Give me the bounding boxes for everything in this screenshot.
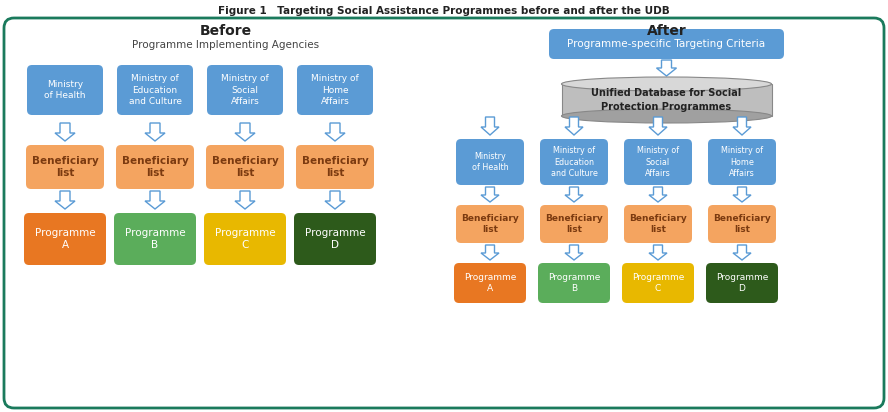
Polygon shape (733, 245, 751, 260)
Text: Programme Implementing Agencies: Programme Implementing Agencies (132, 40, 320, 50)
Polygon shape (235, 191, 255, 209)
FancyBboxPatch shape (117, 65, 193, 115)
Polygon shape (649, 187, 667, 202)
Text: Beneficiary
list: Beneficiary list (713, 214, 771, 234)
Text: Ministry of
Education
and Culture: Ministry of Education and Culture (129, 75, 181, 105)
Polygon shape (481, 117, 499, 135)
Text: Ministry of
Social
Affairs: Ministry of Social Affairs (221, 75, 269, 105)
Polygon shape (235, 123, 255, 141)
FancyBboxPatch shape (27, 65, 103, 115)
Text: Programme
C: Programme C (215, 228, 275, 250)
Text: Unified Database for Social
Protection Programmes: Unified Database for Social Protection P… (591, 89, 741, 112)
FancyBboxPatch shape (624, 139, 692, 185)
Text: Beneficiary
list: Beneficiary list (629, 214, 687, 234)
Text: Ministry
of Health: Ministry of Health (44, 80, 86, 100)
Text: Ministry of
Social
Affairs: Ministry of Social Affairs (637, 146, 679, 178)
FancyBboxPatch shape (456, 139, 524, 185)
Polygon shape (145, 191, 165, 209)
FancyBboxPatch shape (540, 139, 608, 185)
Text: Programme
A: Programme A (464, 273, 516, 293)
Text: Ministry of
Education
and Culture: Ministry of Education and Culture (551, 146, 598, 178)
FancyBboxPatch shape (297, 65, 373, 115)
FancyBboxPatch shape (26, 145, 104, 189)
Text: Figure 1 Targeting Social Assistance Programmes before and after the UDB: Figure 1 Targeting Social Assistance Pro… (218, 6, 670, 16)
Polygon shape (561, 84, 772, 116)
Polygon shape (145, 123, 165, 141)
Text: Beneficiary
list: Beneficiary list (545, 214, 603, 234)
FancyBboxPatch shape (206, 145, 284, 189)
Polygon shape (656, 60, 677, 76)
Text: Programme
D: Programme D (305, 228, 365, 250)
Text: Ministry of
Home
Affairs: Ministry of Home Affairs (721, 146, 763, 178)
Polygon shape (733, 117, 751, 135)
FancyBboxPatch shape (116, 145, 194, 189)
FancyBboxPatch shape (456, 205, 524, 243)
Text: Beneficiary
list: Beneficiary list (211, 156, 278, 178)
Text: Beneficiary
list: Beneficiary list (32, 156, 99, 178)
Polygon shape (55, 123, 75, 141)
Polygon shape (325, 191, 345, 209)
Text: Before: Before (200, 24, 252, 38)
Text: Ministry of
Home
Affairs: Ministry of Home Affairs (311, 75, 359, 105)
Text: Beneficiary
list: Beneficiary list (461, 214, 519, 234)
FancyBboxPatch shape (549, 29, 784, 59)
FancyBboxPatch shape (4, 18, 884, 408)
FancyBboxPatch shape (294, 213, 376, 265)
Polygon shape (649, 117, 667, 135)
FancyBboxPatch shape (454, 263, 526, 303)
Text: Programme-specific Targeting Criteria: Programme-specific Targeting Criteria (567, 39, 765, 49)
FancyBboxPatch shape (296, 145, 374, 189)
FancyBboxPatch shape (624, 205, 692, 243)
Polygon shape (649, 245, 667, 260)
Polygon shape (733, 187, 751, 202)
FancyBboxPatch shape (706, 263, 778, 303)
FancyBboxPatch shape (708, 139, 776, 185)
Ellipse shape (561, 77, 772, 91)
FancyBboxPatch shape (622, 263, 694, 303)
Text: Programme
B: Programme B (124, 228, 186, 250)
Text: After: After (646, 24, 686, 38)
FancyBboxPatch shape (207, 65, 283, 115)
FancyBboxPatch shape (540, 205, 608, 243)
FancyBboxPatch shape (24, 213, 106, 265)
FancyBboxPatch shape (708, 205, 776, 243)
Polygon shape (481, 245, 499, 260)
Polygon shape (565, 117, 583, 135)
Text: Beneficiary
list: Beneficiary list (122, 156, 188, 178)
Polygon shape (481, 187, 499, 202)
Ellipse shape (561, 109, 772, 123)
Text: Programme
B: Programme B (548, 273, 600, 293)
Polygon shape (325, 123, 345, 141)
Text: Ministry
of Health: Ministry of Health (472, 152, 508, 172)
Text: Programme
A: Programme A (35, 228, 95, 250)
FancyBboxPatch shape (114, 213, 196, 265)
Text: Programme
D: Programme D (716, 273, 768, 293)
Polygon shape (565, 187, 583, 202)
FancyBboxPatch shape (204, 213, 286, 265)
FancyBboxPatch shape (538, 263, 610, 303)
Polygon shape (55, 191, 75, 209)
Text: Beneficiary
list: Beneficiary list (302, 156, 369, 178)
Polygon shape (565, 245, 583, 260)
Text: Programme
C: Programme C (632, 273, 684, 293)
